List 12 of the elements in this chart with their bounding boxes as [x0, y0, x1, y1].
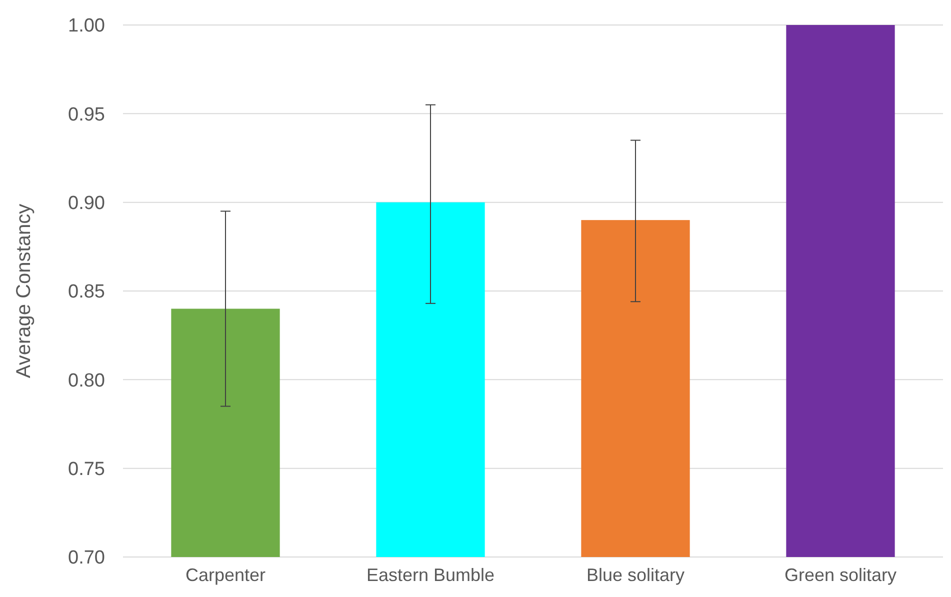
y-tick-label: 0.80 — [68, 370, 105, 392]
y-axis-title: Average Constancy — [13, 204, 35, 378]
y-tick-label: 1.00 — [68, 16, 105, 37]
y-tick-label: 0.90 — [68, 192, 105, 214]
y-tick-label: 0.75 — [68, 458, 105, 480]
x-tick-label: Green solitary — [784, 565, 897, 585]
y-tick-label: 0.95 — [68, 104, 105, 126]
x-tick-label: Carpenter — [185, 565, 266, 585]
x-tick-label: Eastern Bumble — [366, 565, 495, 585]
y-tick-label: 0.85 — [68, 282, 105, 303]
y-tick-label: 0.70 — [68, 548, 105, 569]
x-tick-label: Blue solitary — [586, 565, 685, 585]
